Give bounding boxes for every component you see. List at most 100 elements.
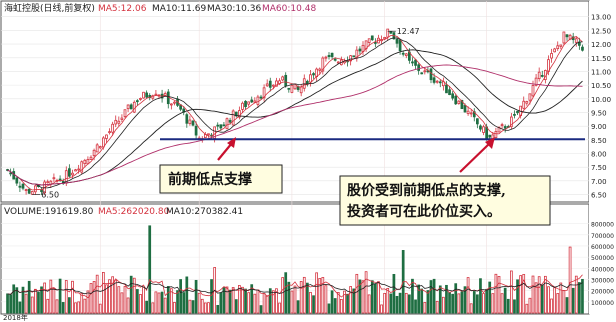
- candle-body: [95, 144, 99, 153]
- candle-body: [191, 120, 195, 126]
- candle-body: [454, 95, 458, 105]
- volume-bar: [37, 292, 40, 314]
- candle-body: [89, 156, 93, 160]
- price-ma-lines: [7, 35, 583, 191]
- candle-body: [216, 124, 220, 127]
- volume-bar: [383, 292, 386, 314]
- candle-body: [469, 112, 473, 115]
- volume-bar: [479, 278, 482, 314]
- volume-bar: [476, 294, 479, 314]
- price-tick-label: 11.50: [591, 55, 611, 63]
- volume-bar: [497, 276, 501, 314]
- candle-body: [12, 171, 16, 180]
- candle-body: [114, 119, 118, 125]
- volume-bar: [324, 285, 328, 314]
- candle-body: [80, 161, 84, 173]
- volume-bar: [438, 285, 442, 314]
- volume-tick-label: 700000: [591, 233, 614, 240]
- volume-bar: [179, 279, 182, 314]
- candle-body: [395, 39, 399, 44]
- volume-bar: [352, 288, 356, 314]
- volume-bar: [188, 299, 192, 314]
- volume-bar: [268, 288, 272, 314]
- volume-bar: [129, 275, 133, 314]
- candle-body: [284, 74, 288, 87]
- candle-body: [497, 126, 501, 133]
- candle-body: [429, 68, 433, 81]
- candle-body: [556, 45, 560, 50]
- volume-bar: [568, 246, 572, 314]
- volume-bar: [154, 291, 158, 314]
- price-tick-label: 9.00: [591, 123, 607, 131]
- price-tick-label: 7.50: [591, 164, 607, 172]
- candle-body: [550, 53, 553, 59]
- candle-body: [262, 87, 266, 99]
- candle-body: [333, 58, 337, 61]
- volume-bar: [216, 304, 220, 314]
- candle-body: [219, 124, 223, 129]
- candle-body: [126, 104, 130, 110]
- volume-bar: [550, 298, 553, 314]
- candle-body: [139, 98, 142, 100]
- volume-bar: [370, 280, 374, 314]
- volume-bar: [408, 294, 411, 314]
- candle-body: [120, 117, 124, 120]
- volume-tick-label: 600000: [591, 244, 614, 251]
- right-note-box: [339, 175, 551, 226]
- volume-bar: [367, 294, 371, 314]
- candle-body: [117, 120, 121, 124]
- candle-body: [448, 89, 451, 96]
- right-note-line1: 股价受到前期低点的支撑,: [347, 182, 506, 199]
- candle-body: [207, 133, 210, 136]
- volume-bar: [163, 297, 167, 314]
- volume-bar: [108, 279, 111, 314]
- candle-body: [244, 100, 247, 108]
- candle-body: [374, 41, 377, 44]
- candle-body: [466, 110, 470, 114]
- volume-bar: [55, 299, 59, 314]
- candle-body: [34, 185, 37, 193]
- candle-body: [287, 87, 291, 90]
- volume-bar: [18, 301, 22, 314]
- candle-body: [534, 77, 538, 86]
- volume-bar: [287, 281, 291, 314]
- volume-bar: [40, 286, 43, 314]
- volume-bar: [374, 283, 377, 314]
- axis-panel: [589, 1, 615, 314]
- candle-body: [565, 34, 569, 38]
- candle-body: [129, 104, 133, 110]
- ma60-line: [7, 64, 583, 186]
- volume-bar: [123, 286, 127, 314]
- candle-body: [330, 52, 334, 58]
- volume-bar: [485, 288, 488, 314]
- x-axis-start: 2018年: [3, 313, 28, 322]
- price-tick-label: 11.00: [591, 68, 611, 76]
- volume-bar: [49, 279, 53, 314]
- volume-bar: [46, 298, 50, 314]
- candle-body: [92, 149, 96, 157]
- candle-body: [136, 100, 139, 103]
- volume-bar: [139, 293, 142, 314]
- candle-body: [290, 85, 294, 93]
- candle-body: [445, 84, 448, 94]
- candle-body: [358, 48, 362, 52]
- volume-bar: [176, 290, 179, 314]
- volume-bar: [321, 277, 325, 314]
- left-note-box: [159, 164, 283, 194]
- candle-body: [522, 100, 526, 109]
- volume-bar: [340, 299, 343, 314]
- candle-body: [525, 101, 529, 104]
- volume-bar: [553, 287, 556, 314]
- candle-body: [411, 61, 414, 64]
- volume-bar: [296, 300, 300, 314]
- volume-bar: [364, 271, 368, 314]
- ma10-line: [7, 37, 583, 189]
- volume-bar: [253, 293, 257, 314]
- candle-body: [460, 99, 464, 110]
- candle-body: [194, 125, 198, 136]
- candle-body: [513, 113, 516, 116]
- candle-body: [432, 77, 436, 83]
- volume-bar: [312, 295, 315, 314]
- volume-bar: [71, 280, 74, 314]
- candle-body: [68, 168, 71, 177]
